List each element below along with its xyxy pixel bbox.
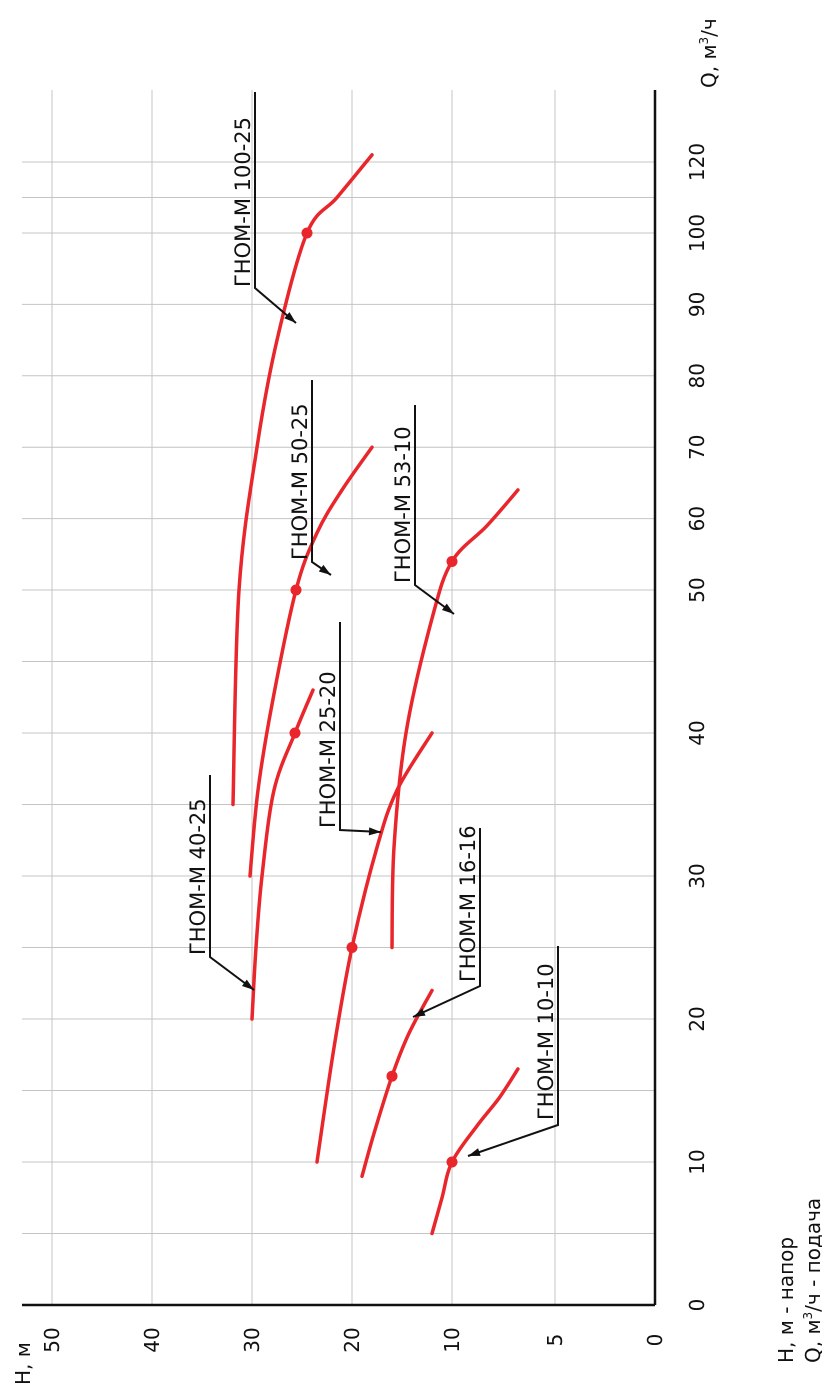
y-tick-label: 10 xyxy=(440,1327,464,1352)
x-tick-label: 30 xyxy=(685,863,709,888)
duty-point xyxy=(289,727,301,739)
series-curve xyxy=(231,153,374,807)
duty-point xyxy=(301,227,313,239)
x-tick-label: 0 xyxy=(685,1299,709,1312)
duty-point xyxy=(446,555,458,567)
series-label: ГНОМ-М 40-25 xyxy=(186,798,210,955)
x-tick-label: 80 xyxy=(685,363,709,388)
x-tick-label: 70 xyxy=(685,434,709,459)
label-arrow xyxy=(468,1148,481,1156)
label-arrow xyxy=(284,312,296,323)
series-curve xyxy=(250,688,315,1021)
y-tick-label: 0 xyxy=(643,1334,667,1347)
series-labels: ГНОМ-М 10-10 ГНОМ-М 16-16 ГНОМ-М 25-20 ГНОМ… xyxy=(186,92,559,1157)
x-tick-label: 100 xyxy=(685,214,709,252)
series-label: ГНОМ-М 16-16 xyxy=(456,825,480,982)
label-arrow xyxy=(441,603,454,614)
label-leader xyxy=(311,380,332,576)
y-tick-label: 50 xyxy=(40,1327,64,1352)
axes xyxy=(22,90,657,1307)
label-arrow xyxy=(318,564,331,575)
x-tick-label: 120 xyxy=(685,143,709,181)
x-tick-label: 90 xyxy=(685,292,709,317)
legend-note-head: Н, м - напор xyxy=(774,1237,798,1363)
series-label: ГНОМ-М 100-25 xyxy=(231,117,255,287)
y-tick-label: 5 xyxy=(543,1334,567,1347)
series-curve xyxy=(430,1067,520,1236)
x-axis-title: Q, м3/ч xyxy=(697,18,721,88)
label-leader xyxy=(254,92,297,324)
y-axis-title: Н, м xyxy=(11,1342,35,1385)
x-tick-label: 40 xyxy=(685,720,709,745)
label-leader xyxy=(339,622,382,833)
x-tick-label: 20 xyxy=(685,1006,709,1031)
series-curve xyxy=(360,988,434,1179)
label-leader xyxy=(209,775,255,991)
duty-point xyxy=(386,1070,398,1082)
y-tick-label: 40 xyxy=(140,1327,164,1352)
x-tick-label: 50 xyxy=(685,577,709,602)
duty-point xyxy=(346,942,358,953)
label-arrow xyxy=(413,1008,426,1017)
label-leader xyxy=(412,828,481,1018)
x-tick-label: 10 xyxy=(685,1149,709,1174)
x-tick-label: 60 xyxy=(685,506,709,531)
grid xyxy=(22,90,655,1306)
label-arrow xyxy=(242,979,254,990)
series-label: ГНОМ-М 25-20 xyxy=(316,671,340,828)
y-tick-labels: 0 5 10 20 30 40 50 xyxy=(40,1327,667,1352)
series-label: ГНОМ-М 53-10 xyxy=(391,426,415,583)
y-tick-label: 30 xyxy=(240,1327,264,1352)
series-curve xyxy=(390,488,520,950)
series-label: ГНОМ-М 10-10 xyxy=(534,963,558,1120)
series-curve xyxy=(248,445,374,878)
label-leader xyxy=(414,405,455,615)
duty-points xyxy=(289,227,458,1168)
label-arrow xyxy=(368,827,381,836)
series-curves xyxy=(231,153,520,1236)
series-label: ГНОМ-М 50-25 xyxy=(288,403,312,560)
x-tick-labels: 0 10 20 30 40 50 60 70 80 90 100 120 xyxy=(685,143,709,1311)
duty-point xyxy=(290,584,302,596)
y-tick-label: 20 xyxy=(340,1327,364,1352)
legend-note-flow: Q, м3/ч - подача xyxy=(801,1198,822,1363)
duty-point xyxy=(446,1156,458,1168)
label-leader xyxy=(467,946,559,1157)
